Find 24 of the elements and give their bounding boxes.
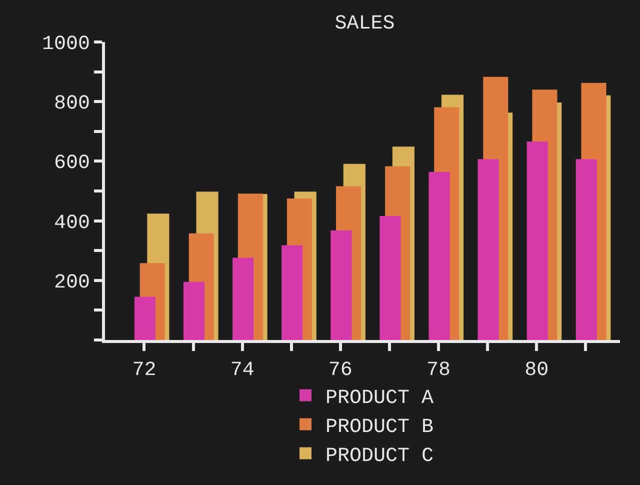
bar — [428, 172, 450, 340]
bar — [380, 216, 401, 340]
legend-label: PRODUCT A — [326, 387, 434, 410]
x-tick-label: 80 — [524, 359, 549, 382]
bar — [478, 159, 499, 340]
bar — [330, 230, 352, 340]
y-tick-label: 1000 — [42, 33, 90, 56]
y-tick-label: 200 — [54, 271, 90, 294]
y-tick-label: 800 — [54, 92, 90, 116]
bar — [134, 296, 156, 340]
bar — [576, 159, 597, 340]
bar — [232, 258, 254, 340]
y-tick-label: 400 — [54, 212, 90, 235]
y-tick-label: 600 — [54, 152, 90, 176]
bar — [526, 142, 548, 340]
chart-title: SALES — [334, 12, 395, 36]
x-tick-label: 72 — [132, 359, 156, 382]
legend-label: PRODUCT C — [326, 445, 434, 468]
x-tick-label: 78 — [426, 359, 451, 382]
bar — [282, 245, 303, 340]
x-tick-label: 76 — [328, 359, 352, 382]
legend-label: PRODUCT B — [326, 416, 434, 440]
x-tick-label: 74 — [230, 359, 254, 382]
bar — [183, 282, 205, 340]
